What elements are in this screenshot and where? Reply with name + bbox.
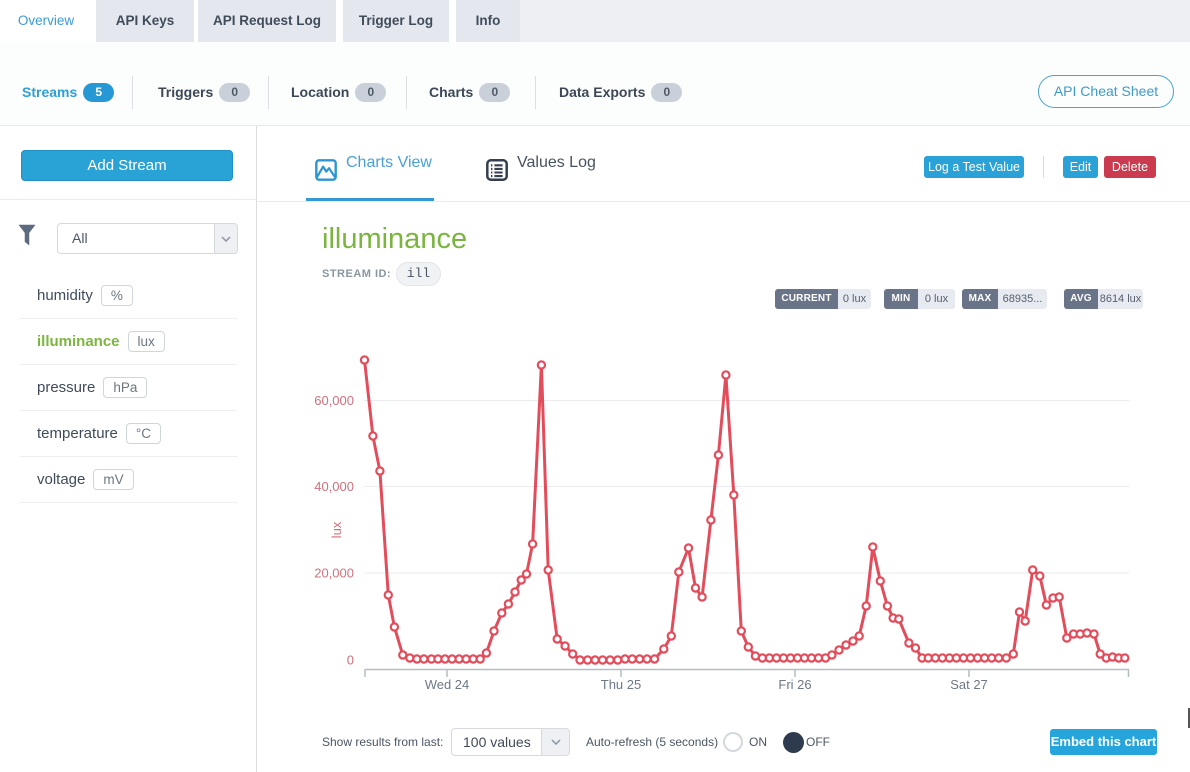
- svg-text:60,000: 60,000: [314, 393, 354, 408]
- svg-text:Wed 24: Wed 24: [425, 677, 470, 692]
- svg-text:20,000: 20,000: [314, 566, 354, 581]
- svg-text:40,000: 40,000: [314, 479, 354, 494]
- svg-text:0: 0: [347, 653, 354, 668]
- svg-text:Thu 25: Thu 25: [601, 677, 641, 692]
- svg-text:Fri 26: Fri 26: [778, 677, 811, 692]
- svg-text:Sat 27: Sat 27: [950, 677, 988, 692]
- svg-text:lux: lux: [329, 521, 344, 538]
